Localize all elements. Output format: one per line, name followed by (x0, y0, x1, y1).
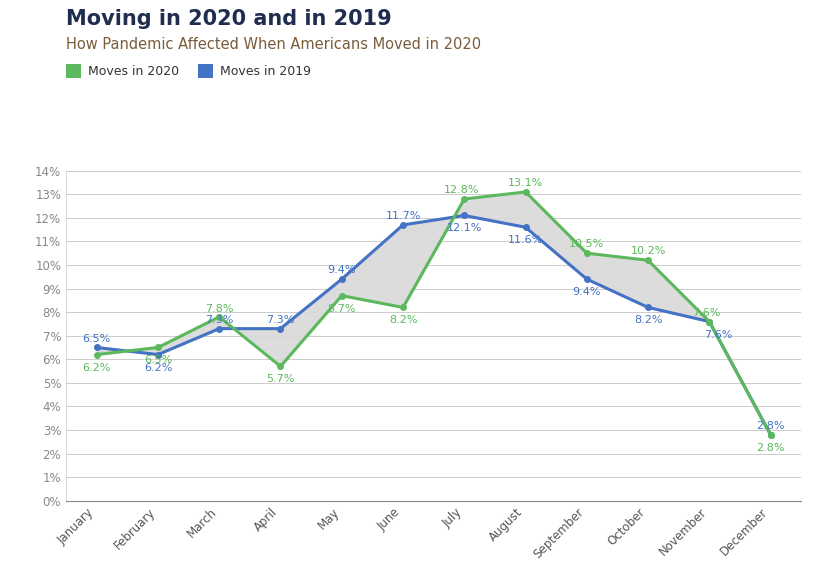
Text: 2.8%: 2.8% (757, 443, 785, 453)
Text: 11.6%: 11.6% (508, 235, 544, 245)
Text: 5.7%: 5.7% (266, 374, 295, 384)
Text: 7.6%: 7.6% (692, 308, 720, 318)
Text: 13.1%: 13.1% (508, 178, 544, 188)
Text: 6.5%: 6.5% (83, 333, 111, 344)
Text: 8.2%: 8.2% (634, 315, 662, 325)
Text: Moves in 2019: Moves in 2019 (220, 65, 311, 77)
Text: 9.4%: 9.4% (572, 287, 601, 297)
Text: 6.5%: 6.5% (144, 356, 172, 365)
Text: 8.2%: 8.2% (389, 315, 417, 325)
Text: 6.2%: 6.2% (144, 362, 172, 373)
Text: 2.8%: 2.8% (757, 420, 785, 431)
Text: 7.3%: 7.3% (205, 315, 234, 325)
Text: 8.7%: 8.7% (327, 304, 356, 314)
Text: 6.2%: 6.2% (83, 362, 111, 373)
Text: 9.4%: 9.4% (327, 265, 356, 275)
Text: How Pandemic Affected When Americans Moved in 2020: How Pandemic Affected When Americans Mov… (66, 37, 482, 52)
Text: 10.5%: 10.5% (569, 239, 605, 249)
Text: 10.2%: 10.2% (630, 246, 666, 256)
Text: 12.8%: 12.8% (444, 185, 479, 195)
Text: 12.1%: 12.1% (447, 224, 482, 233)
Text: 7.6%: 7.6% (705, 329, 733, 340)
Text: 7.8%: 7.8% (205, 304, 234, 314)
Text: 11.7%: 11.7% (386, 211, 420, 221)
Text: 7.3%: 7.3% (266, 315, 295, 325)
Text: Moves in 2020: Moves in 2020 (88, 65, 178, 77)
Text: Moving in 2020 and in 2019: Moving in 2020 and in 2019 (66, 9, 392, 28)
